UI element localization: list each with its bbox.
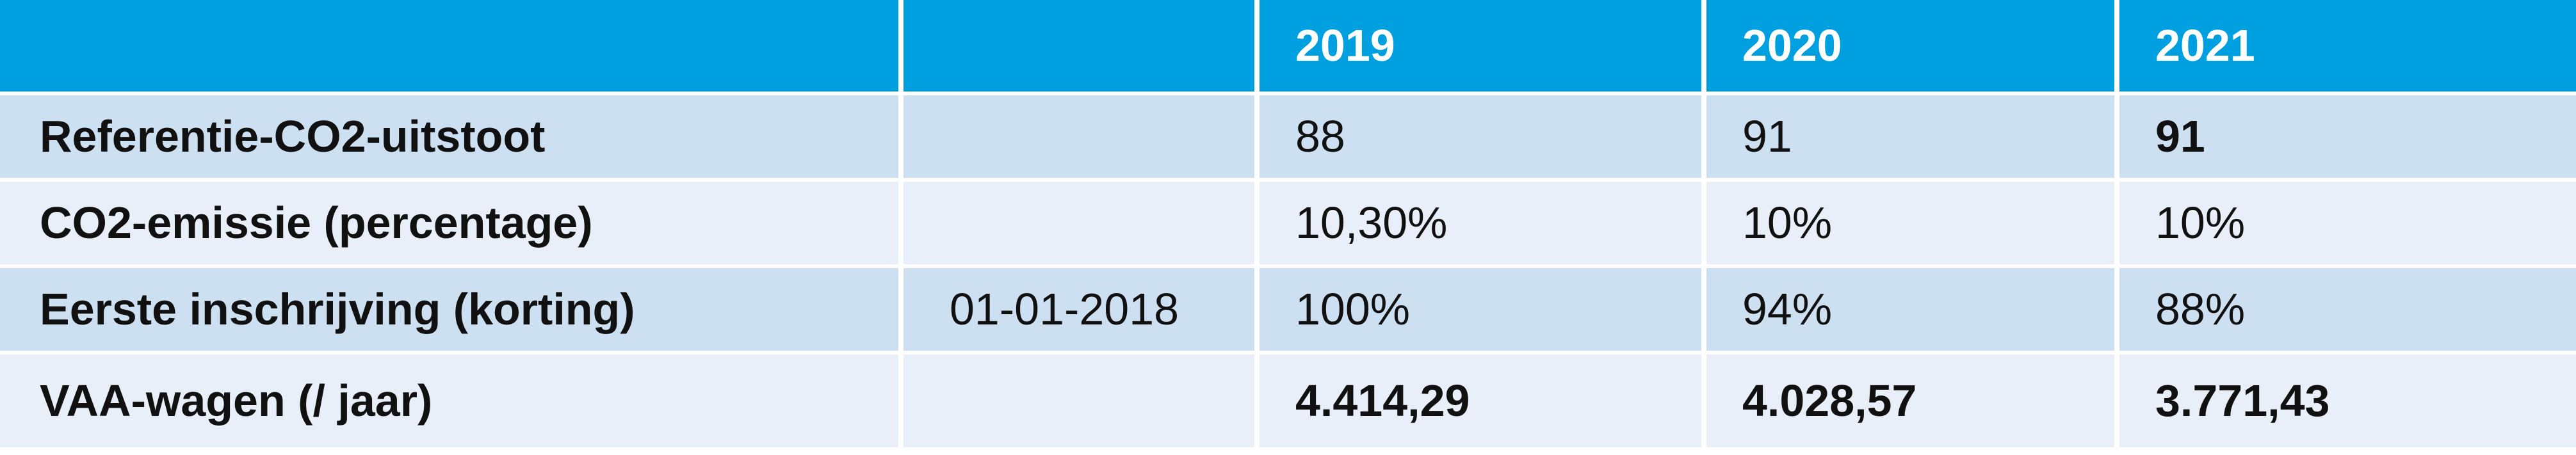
header-year-2019: 2019	[1260, 0, 1701, 92]
cell-2020: 4.028,57	[1706, 354, 2114, 447]
cell-2021: 91	[2119, 95, 2576, 178]
row-label: CO2-emissie (percentage)	[0, 181, 898, 264]
table-row: Eerste inschrijving (korting) 01-01-2018…	[0, 267, 2576, 351]
cell-2020: 91	[1706, 95, 2114, 178]
row-date	[903, 95, 1254, 178]
row-date	[903, 354, 1254, 447]
cell-2020: 10%	[1706, 181, 2114, 264]
row-date	[903, 181, 1254, 264]
cell-2020: 94%	[1706, 267, 2114, 351]
table-row: CO2-emissie (percentage) 10,30% 10% 10%	[0, 181, 2576, 264]
cell-2021: 88%	[2119, 267, 2576, 351]
table-row: Referentie-CO2-uitstoot 88 91 91	[0, 95, 2576, 178]
header-year-2020: 2020	[1706, 0, 2114, 92]
cell-2019: 100%	[1260, 267, 1701, 351]
row-label: VAA-wagen (/ jaar)	[0, 354, 898, 447]
header-row: 2019 2020 2021	[0, 0, 2576, 92]
header-year-2021: 2021	[2119, 0, 2576, 92]
cell-2021: 10%	[2119, 181, 2576, 264]
row-date: 01-01-2018	[903, 267, 1254, 351]
cell-2019: 88	[1260, 95, 1701, 178]
header-cell-label	[0, 0, 898, 92]
row-label: Eerste inschrijving (korting)	[0, 267, 898, 351]
row-label: Referentie-CO2-uitstoot	[0, 95, 898, 178]
header-cell-date	[903, 0, 1254, 92]
cell-2019: 10,30%	[1260, 181, 1701, 264]
cell-2021: 3.771,43	[2119, 354, 2576, 447]
table-row: VAA-wagen (/ jaar) 4.414,29 4.028,57 3.7…	[0, 354, 2576, 447]
cell-2019: 4.414,29	[1260, 354, 1701, 447]
